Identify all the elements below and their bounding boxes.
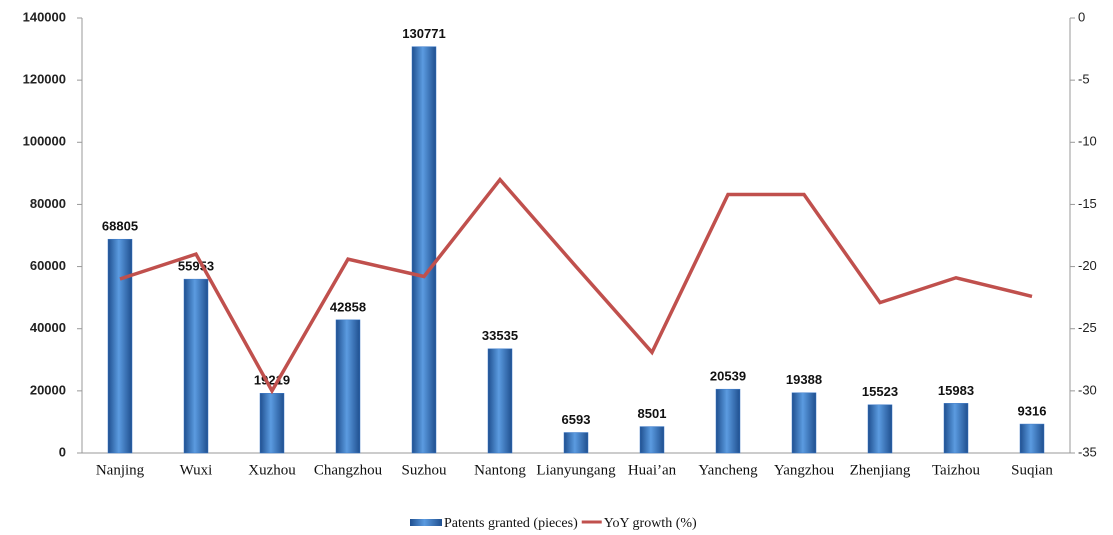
bar (107, 238, 133, 454)
x-tick-label: Zhenjiang (850, 462, 911, 478)
x-tick-label: Nanjing (96, 462, 145, 478)
y-tick-label: 120000 (23, 72, 66, 87)
y2-tick-label: -30 (1078, 382, 1097, 397)
data-label: 19388 (786, 372, 822, 387)
y-tick-label: 80000 (30, 196, 66, 211)
data-label: 19219 (254, 373, 290, 388)
y2-tick-label: -20 (1078, 258, 1097, 273)
bar (791, 392, 817, 454)
x-tick-label: Taizhou (932, 462, 981, 478)
bar (563, 432, 589, 454)
legend-swatch (410, 519, 442, 526)
bar (487, 348, 513, 454)
bar (259, 393, 285, 454)
data-label: 8501 (638, 406, 667, 421)
y2-tick-label: -5 (1078, 72, 1090, 87)
bar (639, 426, 665, 454)
y-tick-label: 100000 (23, 134, 66, 149)
x-tick-label: Xuzhou (248, 462, 296, 478)
bar (943, 403, 969, 454)
data-label: 55953 (178, 259, 214, 274)
legend-label: Patents granted (pieces) (444, 516, 578, 531)
bar (183, 278, 209, 454)
y2-tick-label: 0 (1078, 9, 1085, 24)
bar (867, 404, 893, 454)
data-label: 68805 (102, 219, 138, 234)
bar (1019, 423, 1045, 454)
y2-tick-label: -35 (1078, 444, 1097, 459)
x-tick-label: Changzhou (314, 462, 383, 478)
x-tick-label: Yancheng (698, 462, 758, 478)
bar (411, 46, 437, 454)
y-tick-label: 60000 (30, 258, 66, 273)
x-tick-label: Nantong (474, 462, 526, 478)
y2-tick-label: -10 (1078, 134, 1097, 149)
legend-label: YoY growth (%) (604, 516, 697, 531)
y2-tick-label: -15 (1078, 196, 1097, 211)
data-label: 15523 (862, 384, 898, 399)
y-tick-label: 0 (59, 444, 66, 459)
data-label: 33535 (482, 328, 518, 343)
y2-tick-label: -25 (1078, 320, 1097, 335)
x-tick-label: Wuxi (180, 462, 213, 478)
data-label: 9316 (1018, 403, 1047, 418)
bar (715, 388, 741, 454)
data-label: 130771 (402, 26, 445, 41)
y-tick-label: 140000 (23, 9, 66, 24)
x-tick-label: Yangzhou (774, 462, 835, 478)
data-label: 6593 (562, 412, 591, 427)
bar (335, 319, 361, 454)
y-tick-label: 40000 (30, 320, 66, 335)
line (119, 176, 1033, 395)
x-tick-label: Huai’an (628, 462, 677, 478)
y-tick-label: 20000 (30, 382, 66, 397)
data-label: 15983 (938, 383, 974, 398)
x-tick-label: Suzhou (402, 462, 448, 478)
data-label: 42858 (330, 299, 366, 314)
x-tick-label: Lianyungang (536, 462, 616, 478)
data-label: 20539 (710, 369, 746, 384)
x-tick-label: Suqian (1011, 462, 1053, 478)
